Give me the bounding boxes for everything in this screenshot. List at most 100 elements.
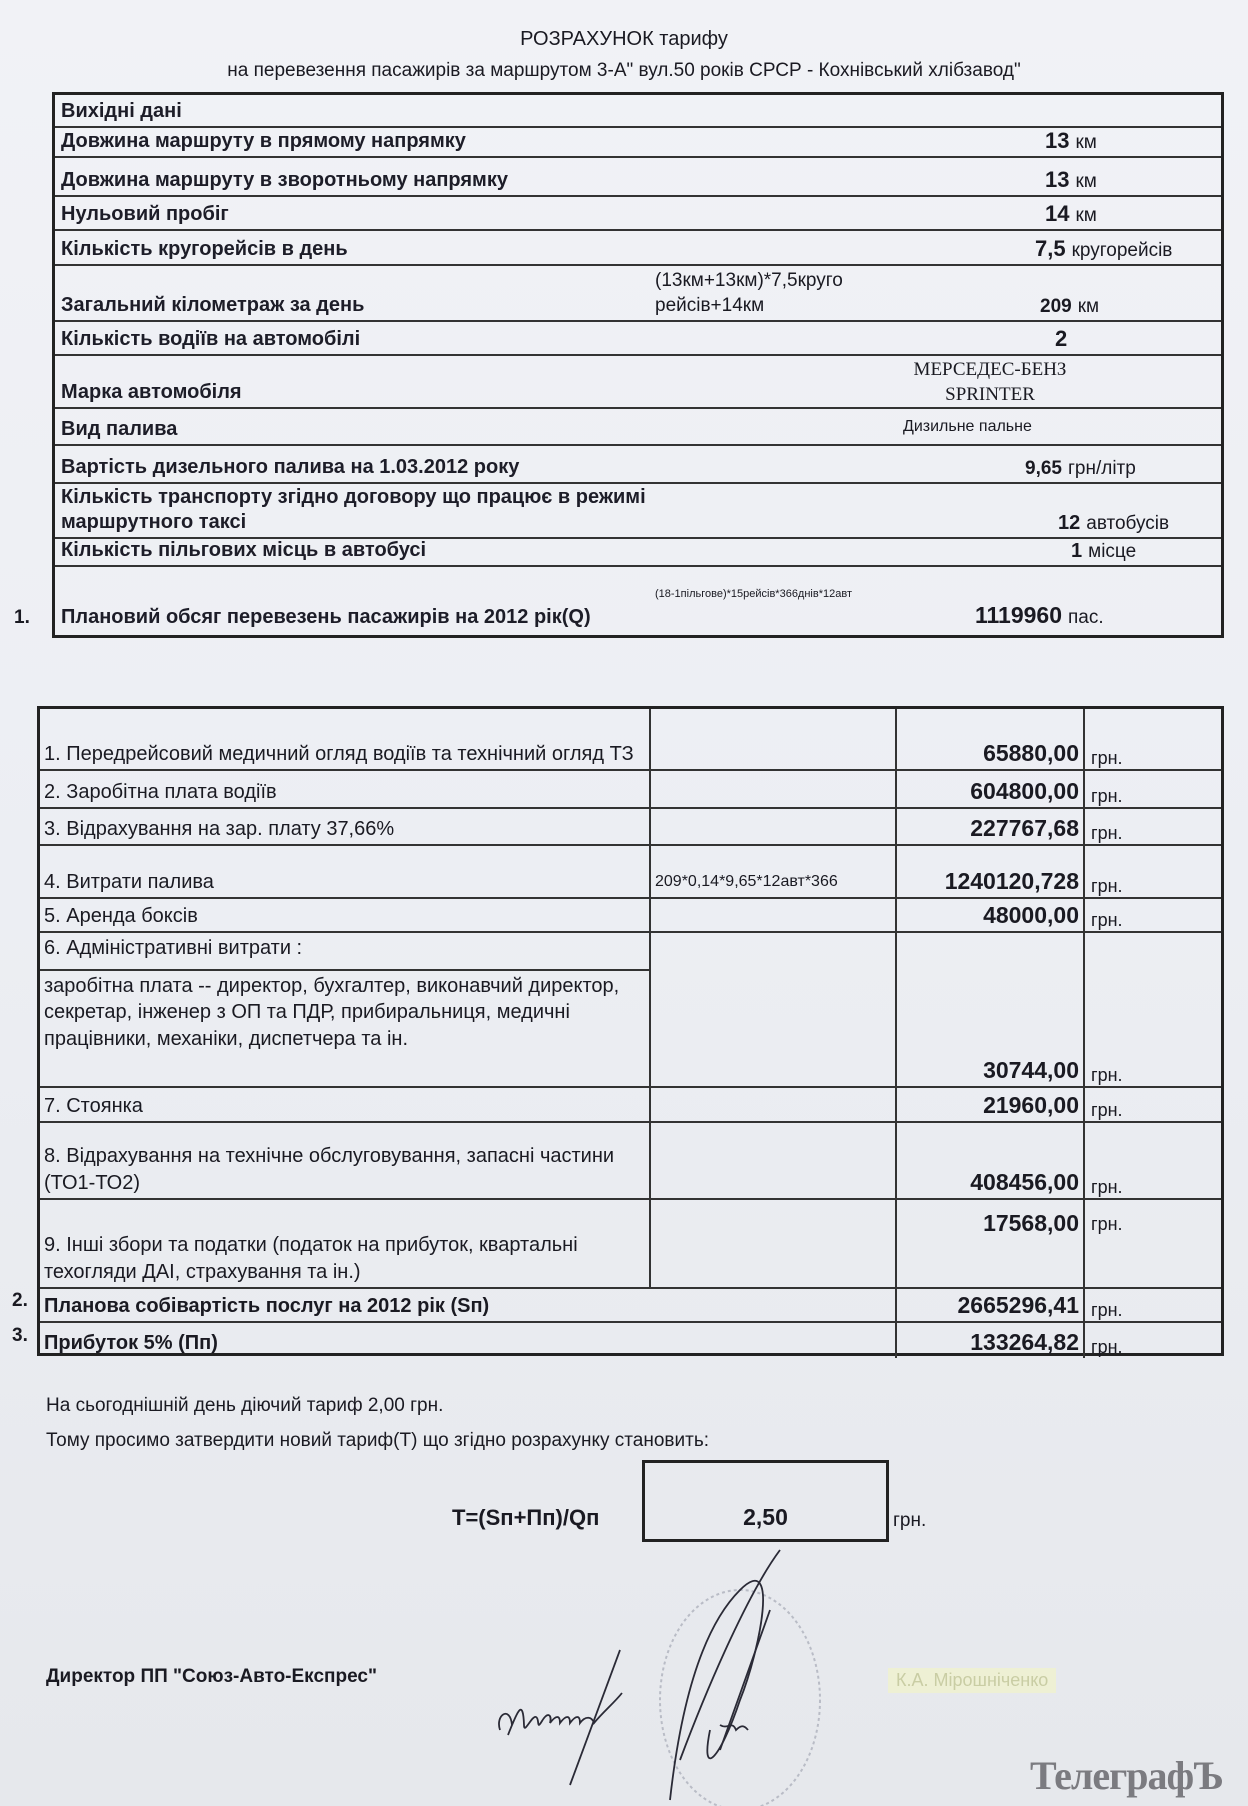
table-row: Кількість кругорейсів в день 7,5 кругорей…	[55, 231, 1221, 266]
cost-formula-cell	[651, 1123, 897, 1198]
row-label: Вид палива	[61, 418, 178, 440]
row-label: Загальний кілометраж за день	[61, 294, 365, 316]
table-row: Кількість транспорту згідно договору що …	[55, 484, 1221, 539]
cost-label: 7. Стоянка	[44, 1094, 143, 1117]
row-value: 1119960 пас.	[975, 602, 1104, 628]
current-tariff-text: На сьогоднішній день діючий тариф 2,00 г…	[46, 1395, 444, 1416]
header-label: Вихідні дані	[61, 100, 182, 122]
row-label: Кількість пільгових місць в автобусі	[61, 539, 427, 561]
signatory-title: Директор ПП "Союз-Авто-Експрес"	[46, 1666, 377, 1687]
cost-value: 65880,00	[983, 740, 1079, 766]
request-text: Тому просимо затвердити новий тариф(Т) щ…	[46, 1430, 710, 1451]
cost-currency-cell: грн.	[1085, 709, 1221, 769]
row-label: Довжина маршруту в прямому напрямку	[61, 130, 466, 152]
cost-currency-cell: грн.	[1085, 933, 1221, 1086]
cost-value-cell: 227767,68	[897, 809, 1085, 844]
cost-currency-cell: грн.	[1085, 1289, 1221, 1321]
stamp-icon	[659, 1589, 821, 1806]
cost-currency-cell: грн.	[1085, 1323, 1221, 1358]
cost-formula: 209*0,14*9,65*12авт*366	[655, 873, 838, 890]
document-subtitle: на перевезення пасажирів за маршрутом 3-…	[227, 60, 1021, 81]
signatory-name: К.А. Мірошніченко	[888, 1668, 1057, 1693]
cost-value-cell: 21960,00	[897, 1088, 1085, 1121]
cost-value-cell: 2665296,41	[897, 1289, 1085, 1321]
cost-label: 1. Передрейсовий медичний огляд водіїв т…	[44, 742, 634, 765]
row-label: Кількість транспорту згідно договору що …	[61, 486, 646, 533]
row-label: Нульовий пробіг	[61, 203, 229, 225]
row-value: 1 місце	[1071, 540, 1137, 562]
cost-value: 17568,00	[983, 1210, 1079, 1236]
row-label: Довжина маршруту в зворотньому напрямку	[61, 169, 508, 191]
currency-label: грн.	[1091, 1100, 1123, 1120]
cost-value: 21960,00	[983, 1092, 1079, 1118]
cost-formula-cell	[651, 899, 897, 931]
cost-value-cell: 133264,82	[897, 1323, 1085, 1358]
currency-label: грн.	[1091, 1177, 1123, 1197]
currency-label: грн.	[1091, 786, 1123, 806]
cost-currency-cell: грн.	[1085, 899, 1221, 931]
cost-label: 6. Адміністративні витрати :	[44, 937, 303, 959]
cost-label: 2. Заробітна плата водіїв	[44, 780, 277, 803]
cost-sublabel: заробітна плата -- директор, бухгалтер, …	[44, 975, 620, 1050]
cost-label: 5. Аренда боксів	[44, 904, 198, 927]
table-header-row: Вихідні дані	[55, 95, 1221, 128]
document-title: РОЗРАХУНОК тарифу	[520, 28, 728, 50]
cost-label-cell: Прибуток 5% (Пп)	[40, 1323, 897, 1358]
cost-label: 8. Відрахування на технічне обслуговуван…	[44, 1145, 615, 1194]
currency-label: грн.	[1091, 910, 1123, 930]
table-row: Загальний кілометраж за день (13км+13км)…	[55, 266, 1221, 322]
table-row: Вартість дизельного палива на 1.03.2012 …	[55, 446, 1221, 484]
cost-currency-cell: грн.	[1085, 809, 1221, 844]
cost-value-cell: 1240120,728	[897, 846, 1085, 897]
cost-currency-cell: грн.	[1085, 771, 1221, 807]
cost-value: 133264,82	[970, 1329, 1079, 1355]
cost-value-cell: 604800,00	[897, 771, 1085, 807]
table-row: Плановий обсяг перевезень пасажирів на 2…	[55, 567, 1221, 635]
currency-label: грн.	[1091, 876, 1123, 896]
row-label: Вартість дизельного палива на 1.03.2012 …	[61, 456, 520, 478]
cost-formula-cell	[651, 1088, 897, 1121]
row-value: 12 автобусів	[1058, 512, 1170, 534]
tariff-unit: грн.	[893, 1510, 927, 1531]
cost-row: 1. Передрейсовий медичний огляд водіїв т…	[40, 709, 1221, 771]
watermark-logo: ТелеграфЪ	[1030, 1753, 1224, 1798]
row-value: 209 км	[1040, 296, 1100, 317]
cost-value-cell: 30744,00	[897, 933, 1085, 1086]
cost-row: 9. Інші збори та податки (податок на при…	[40, 1200, 1221, 1289]
currency-label: грн.	[1091, 748, 1123, 768]
table-row: Кількість пільгових місць в автобусі 1 мі…	[55, 539, 1221, 567]
table-row: Нульовий пробіг 14 км	[55, 197, 1221, 231]
row-marker: 3.	[12, 1325, 28, 1346]
cost-formula-cell	[651, 1200, 897, 1287]
cost-table: 1. Передрейсовий медичний огляд водіїв т…	[37, 706, 1224, 1358]
cost-label: Прибуток 5% (Пп)	[44, 1331, 218, 1354]
cost-value: 2665296,41	[957, 1292, 1079, 1318]
cost-label-cell: 5. Аренда боксів	[40, 899, 651, 931]
row-value: Дизильне пальне	[903, 418, 1032, 436]
row-label: Марка автомобіля	[61, 381, 242, 403]
tariff-box: 2,50	[642, 1460, 889, 1542]
cost-value: 30744,00	[983, 1057, 1079, 1083]
cost-value-cell: 65880,00	[897, 709, 1085, 769]
table-row: Марка автомобіля МЕРСЕДЕС-БЕНЗ SPRINTER	[55, 356, 1221, 409]
cost-label-cell: 4. Витрати палива	[40, 846, 651, 897]
cost-label-cell: 3. Відрахування на зар. плату 37,66%	[40, 809, 651, 844]
cost-row: 2. Заробітна плата водіїв 604800,00 грн.	[40, 771, 1221, 809]
row-value: 2	[1055, 326, 1068, 351]
cost-row: Прибуток 5% (Пп) 133264,82 грн.	[40, 1323, 1221, 1358]
row-value: 7,5 кругорейсів	[1035, 236, 1173, 261]
signature-icon	[498, 1549, 781, 1801]
table-row: Кількість водіїв на автомобілі 2	[55, 322, 1221, 356]
input-data-table: Вихідні дані Довжина маршруту в прямому …	[52, 92, 1224, 638]
row-marker: 2.	[12, 1290, 28, 1311]
cost-currency-cell: грн.	[1085, 1123, 1221, 1198]
row-label: Кількість кругорейсів в день	[61, 238, 348, 260]
cost-value: 48000,00	[983, 902, 1079, 928]
cost-row: 7. Стоянка 21960,00 грн.	[40, 1088, 1221, 1123]
currency-label: грн.	[1091, 1214, 1123, 1234]
row-value: 13 км	[1045, 167, 1097, 192]
cost-label: Планова собівартість послуг на 2012 рік …	[44, 1294, 490, 1317]
cost-value: 1240120,728	[944, 868, 1079, 894]
cost-value: 408456,00	[970, 1169, 1079, 1195]
cost-label: 9. Інші збори та податки (податок на при…	[44, 1234, 578, 1283]
